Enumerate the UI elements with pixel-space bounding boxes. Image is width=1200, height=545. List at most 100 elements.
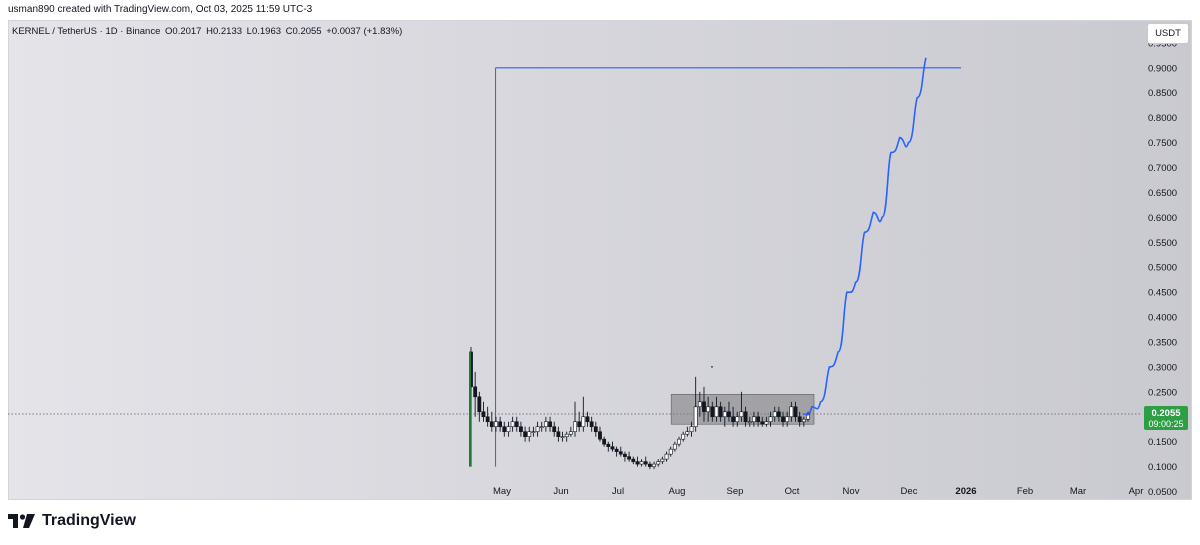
y-tick-label: 0.6500 bbox=[1148, 188, 1177, 199]
x-tick-label: Feb bbox=[1017, 486, 1033, 497]
price-tag-value: 0.2055 bbox=[1151, 408, 1181, 419]
candle-body bbox=[602, 438, 607, 445]
candle-body bbox=[502, 426, 507, 433]
footer-brand[interactable]: TradingView bbox=[42, 512, 136, 529]
candle-body bbox=[677, 438, 681, 445]
y-tick-label: 0.3000 bbox=[1148, 362, 1177, 373]
legend-change: +0.0037 (+1.83%) bbox=[326, 26, 403, 37]
y-tick-label: 0.6000 bbox=[1148, 213, 1177, 224]
x-tick-label: Dec bbox=[901, 486, 918, 497]
candle-body bbox=[548, 421, 552, 428]
y-tick-label: 0.4500 bbox=[1148, 288, 1177, 299]
candle-body bbox=[618, 451, 623, 455]
candle-body bbox=[747, 421, 752, 424]
y-tick-label: 0.9000 bbox=[1148, 63, 1177, 74]
candle-body bbox=[706, 406, 711, 413]
candle-body bbox=[523, 431, 527, 437]
candle-body bbox=[722, 411, 727, 418]
candle-body bbox=[639, 461, 644, 465]
x-tick-label: Jun bbox=[553, 486, 568, 497]
candle-body bbox=[539, 426, 544, 429]
candle-body bbox=[623, 453, 627, 457]
legend-symbol[interactable]: KERNEL / TetherUS · 1D · Binance bbox=[12, 26, 161, 37]
candle-body bbox=[697, 401, 702, 408]
candle-body bbox=[568, 431, 573, 435]
y-tick-label: 0.7500 bbox=[1148, 138, 1177, 149]
y-tick-label: 0.1000 bbox=[1148, 462, 1177, 473]
candle-body bbox=[693, 406, 698, 428]
chart-area[interactable] bbox=[8, 20, 1192, 500]
candle-body bbox=[485, 416, 490, 423]
candle-body bbox=[643, 461, 648, 465]
candle-body bbox=[685, 431, 690, 435]
candle-body bbox=[498, 421, 503, 428]
candle-body bbox=[681, 433, 686, 440]
candle-body bbox=[764, 421, 769, 425]
candle-body bbox=[801, 418, 806, 423]
candle-body bbox=[560, 436, 565, 438]
candle-body bbox=[702, 401, 706, 413]
x-tick-label: Jul bbox=[612, 486, 624, 497]
y-tick-label: 0.1500 bbox=[1148, 437, 1177, 448]
candle-body bbox=[785, 416, 790, 423]
y-tick-label: 0.0500 bbox=[1148, 487, 1177, 498]
legend: KERNEL / TetherUS · 1D · Binance O0.2017… bbox=[12, 26, 404, 37]
price-tag-countdown: 09:00:25 bbox=[1148, 419, 1183, 429]
candle-body bbox=[710, 406, 715, 418]
candle-body bbox=[731, 416, 736, 423]
outlier-dot bbox=[711, 366, 713, 368]
candle-body bbox=[519, 426, 523, 433]
x-tick-label: Mar bbox=[1070, 486, 1086, 497]
y-tick-label: 0.5500 bbox=[1148, 238, 1177, 249]
tradingview-logo-icon bbox=[8, 514, 35, 528]
candle-body bbox=[793, 406, 798, 418]
legend-open: O0.2017 bbox=[165, 26, 202, 37]
candle-body bbox=[581, 416, 586, 428]
y-tick-label: 0.8000 bbox=[1148, 113, 1177, 124]
candle-body bbox=[489, 421, 494, 428]
y-tick-label: 0.8500 bbox=[1148, 88, 1177, 99]
candle-body bbox=[598, 431, 602, 440]
candle-body bbox=[664, 453, 669, 460]
x-tick-label: Apr bbox=[1129, 486, 1144, 497]
candle-body bbox=[589, 421, 594, 428]
candle-body bbox=[789, 406, 794, 418]
candle-body bbox=[573, 421, 577, 433]
candle-body bbox=[760, 421, 765, 425]
x-tick-label: Aug bbox=[669, 486, 686, 497]
candle-body bbox=[564, 433, 569, 437]
top-caption: usman890 created with TradingView.com, O… bbox=[8, 4, 313, 15]
x-tick-label: May bbox=[493, 486, 511, 497]
legend-low: L0.1963 bbox=[246, 26, 282, 37]
candle-body bbox=[776, 411, 781, 418]
candle-body bbox=[577, 421, 582, 428]
candle-body bbox=[593, 426, 598, 433]
candle-body bbox=[752, 416, 756, 423]
candle-body bbox=[506, 426, 511, 433]
candle-body bbox=[768, 416, 773, 423]
candle-body bbox=[689, 426, 694, 433]
candle-body bbox=[477, 396, 482, 413]
candle-body bbox=[672, 443, 677, 450]
candle-body bbox=[481, 411, 486, 418]
x-tick-label: 2026 bbox=[955, 486, 976, 497]
candle-body bbox=[781, 416, 785, 423]
y-tick-label: 0.3500 bbox=[1148, 337, 1177, 348]
candle-body bbox=[527, 431, 532, 437]
candle-body bbox=[648, 463, 652, 467]
legend-close: C0.2055 bbox=[285, 26, 322, 37]
candle-body bbox=[635, 461, 640, 465]
candle-body bbox=[718, 406, 723, 418]
footer: TradingView bbox=[8, 512, 136, 530]
currency-button[interactable]: USDT bbox=[1147, 23, 1189, 44]
candle-body bbox=[656, 461, 661, 465]
candle-body bbox=[610, 446, 615, 450]
candle-body bbox=[714, 406, 719, 418]
y-tick-label: 0.4000 bbox=[1148, 313, 1177, 324]
candle-body bbox=[473, 386, 478, 398]
x-tick-label: Oct bbox=[785, 486, 800, 497]
candle-body bbox=[797, 416, 802, 423]
candle-body bbox=[614, 448, 619, 452]
candle-body bbox=[735, 416, 740, 423]
